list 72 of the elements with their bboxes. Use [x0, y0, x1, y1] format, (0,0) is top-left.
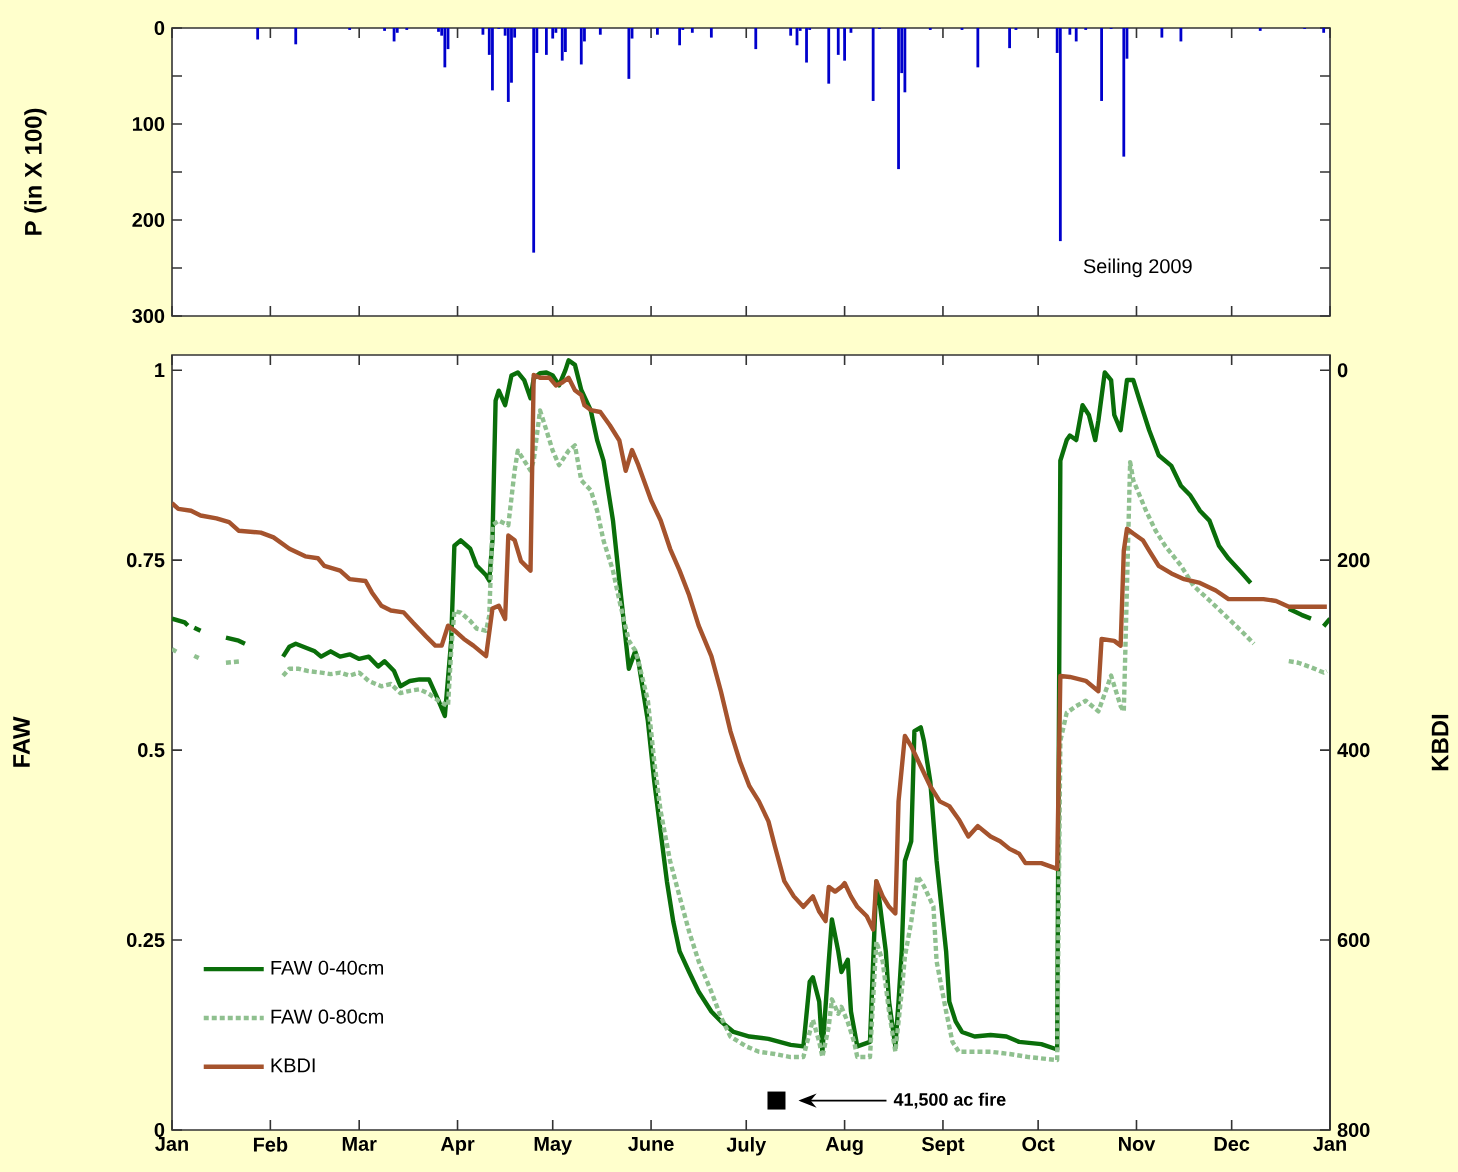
- y-tick-label: 0: [154, 1122, 165, 1138]
- x-tick-label: June: [628, 1137, 674, 1151]
- bar: [383, 27, 386, 31]
- bar: [827, 27, 831, 84]
- bar: [256, 27, 260, 40]
- y-tick-label: 100: [132, 116, 165, 132]
- bar: [754, 27, 758, 50]
- bar: [579, 27, 583, 65]
- bar: [1122, 27, 1126, 157]
- y2-tick-label: 800: [1337, 1122, 1370, 1138]
- bar: [1100, 27, 1103, 101]
- bar: [1160, 27, 1164, 38]
- bar: [976, 27, 980, 68]
- bar: [1074, 27, 1078, 42]
- bar: [551, 27, 555, 39]
- bar: [690, 27, 694, 33]
- y-tick-label: 0.5: [138, 743, 165, 758]
- y-tick-label: 0.25: [126, 933, 165, 948]
- bar: [544, 27, 548, 55]
- x-tick-label: Dec: [1214, 1137, 1250, 1151]
- bar: [627, 27, 631, 79]
- x-tick-label: Mar: [342, 1137, 377, 1151]
- x-tick-label: Jan: [155, 1137, 188, 1151]
- legend-label: FAW 0-40cm: [271, 960, 383, 975]
- bar: [1058, 27, 1062, 242]
- bar: [1068, 27, 1072, 35]
- bar: [656, 27, 659, 35]
- y-tick-label: 0: [154, 20, 165, 36]
- x-tick-label: May: [534, 1137, 572, 1155]
- bar: [294, 27, 298, 45]
- bar: [871, 27, 875, 101]
- y2-tick-label: 400: [1337, 743, 1370, 758]
- x-tick-label: Feb: [253, 1137, 288, 1152]
- bar: [506, 27, 510, 102]
- y-tick-label: 300: [132, 308, 165, 324]
- x-tick-label: Oct: [1022, 1137, 1055, 1152]
- bar: [1322, 27, 1326, 33]
- annotation: 41,500 ac fire: [893, 1092, 1006, 1109]
- bar: [836, 27, 840, 55]
- x-tick-label: Jan: [1313, 1137, 1346, 1151]
- bar: [491, 27, 494, 91]
- bar: [789, 27, 793, 36]
- legend-label: KBDI: [271, 1058, 315, 1073]
- bar: [598, 27, 602, 35]
- bar: [532, 27, 536, 253]
- annotation: Seiling 2009: [1083, 258, 1192, 278]
- bar: [678, 27, 682, 46]
- bar: [443, 27, 447, 68]
- y2-tick-label: 600: [1337, 933, 1370, 948]
- y2-tick-label: 200: [1337, 553, 1370, 568]
- bar: [1258, 27, 1262, 31]
- y2-tick-label: 0: [1337, 363, 1348, 378]
- bar: [897, 27, 900, 170]
- bar: [843, 27, 846, 61]
- y-tick-label: 200: [132, 212, 165, 228]
- bar: [903, 27, 907, 93]
- y-axis-title: FAW: [13, 716, 30, 767]
- y-axis-title: P (in X 100): [24, 108, 47, 235]
- x-tick-label: July: [726, 1137, 767, 1156]
- x-tick-label: Aug: [825, 1137, 863, 1155]
- bar: [437, 27, 440, 32]
- bar: [560, 27, 564, 61]
- y-tick-label: 0.75: [126, 553, 165, 568]
- bar: [709, 27, 713, 38]
- x-tick-label: Sept: [921, 1137, 965, 1156]
- bar: [805, 27, 808, 63]
- legend-label: FAW 0-80cm: [271, 1009, 383, 1024]
- bar: [1008, 27, 1011, 49]
- y-tick-label: 1: [155, 363, 165, 378]
- x-tick-label: Apr: [440, 1137, 475, 1155]
- y2-axis-title: KBDI: [1431, 714, 1449, 771]
- x-tick-label: Nov: [1119, 1137, 1156, 1151]
